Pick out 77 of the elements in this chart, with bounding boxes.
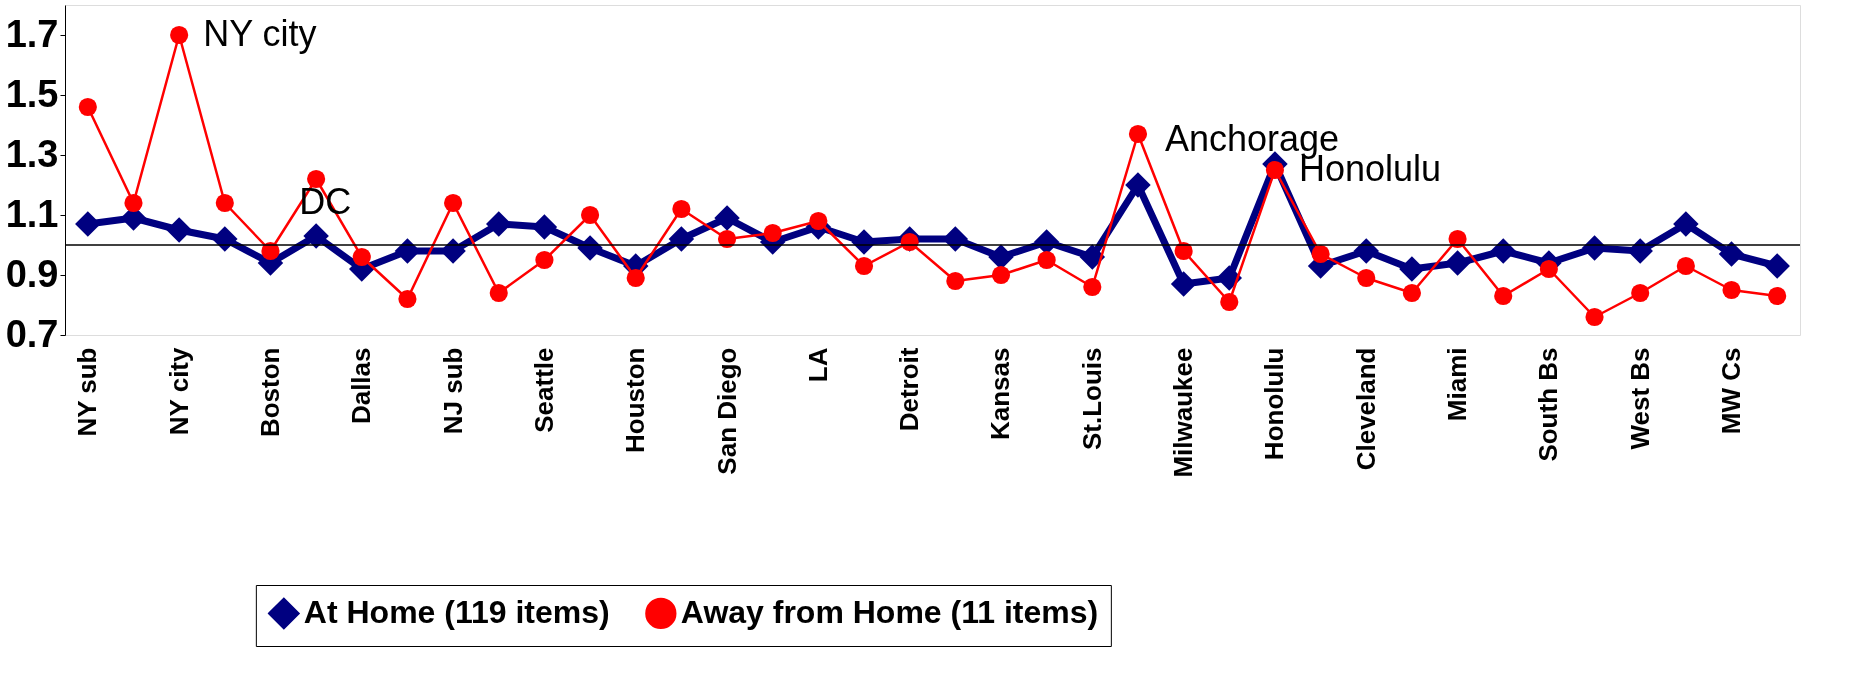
- point: [1673, 211, 1699, 237]
- x-tick-label: Detroit: [894, 347, 925, 432]
- point: [672, 199, 691, 219]
- y-tick-label: 1.5: [5, 72, 59, 115]
- x-tick-label: Seattle: [528, 347, 559, 433]
- x-tick-label: Dallas: [346, 347, 377, 425]
- point: [1631, 283, 1650, 303]
- legend-label: Away from Home (11 items): [680, 594, 1099, 631]
- point: [170, 25, 189, 45]
- point: [1216, 265, 1243, 291]
- x-tick-label: NY city: [163, 346, 194, 436]
- x-tick-label: South Bs: [1533, 347, 1564, 462]
- x-tick-label: Miami: [1442, 347, 1473, 422]
- point: [1265, 160, 1285, 180]
- point: [1170, 271, 1197, 297]
- point: [1357, 268, 1376, 288]
- point: [809, 211, 828, 231]
- y-tick-label: 0.7: [5, 312, 59, 355]
- x-tick-label: Cleveland: [1350, 347, 1381, 471]
- annotation: NY city: [203, 13, 317, 54]
- point: [1125, 172, 1151, 198]
- point: [1768, 286, 1787, 306]
- point: [1311, 244, 1330, 264]
- point: [1585, 307, 1604, 327]
- point: [303, 223, 329, 249]
- point: [1539, 259, 1558, 279]
- point: [946, 271, 965, 291]
- point: [714, 205, 740, 231]
- point: [1220, 292, 1239, 312]
- point: [1402, 283, 1421, 303]
- x-tick-label: MW Cs: [1716, 347, 1747, 435]
- point: [1037, 250, 1056, 270]
- point: [1399, 256, 1425, 282]
- point: [75, 211, 101, 237]
- point: [124, 193, 143, 213]
- point: [1676, 256, 1695, 276]
- x-tick-label: NY sub: [72, 347, 103, 437]
- point: [535, 250, 554, 270]
- y-tick-label: 1.1: [5, 192, 59, 235]
- y-tick-label: 1.3: [5, 132, 59, 175]
- x-tick-label: Houston: [620, 347, 651, 453]
- point: [1444, 250, 1471, 276]
- point: [444, 193, 463, 213]
- point: [580, 205, 600, 225]
- x-tick-label: St.Louis: [1076, 347, 1107, 451]
- x-tick-label: Boston: [254, 347, 285, 438]
- point: [166, 217, 192, 243]
- point: [215, 193, 234, 213]
- y-tick-label: 1.7: [5, 12, 59, 55]
- point: [626, 268, 645, 288]
- x-tick-label: Honolulu: [1259, 347, 1290, 461]
- point: [1718, 241, 1745, 267]
- legend-label: At Home (119 items): [303, 594, 610, 631]
- point: [1494, 286, 1513, 306]
- x-tick-label: West Bs: [1624, 347, 1655, 450]
- point: [352, 247, 371, 267]
- point: [78, 97, 97, 117]
- point: [531, 214, 558, 240]
- point: [1722, 280, 1741, 300]
- point: [991, 265, 1011, 285]
- point: [1764, 253, 1790, 279]
- point: [668, 226, 695, 252]
- x-tick-label: San Diego: [711, 347, 742, 475]
- point: [1128, 124, 1148, 144]
- x-tick-label: LA: [802, 347, 833, 383]
- point: [1079, 244, 1106, 270]
- y-tick-label: 0.9: [5, 252, 59, 295]
- point: [854, 256, 874, 276]
- x-tick-label: Milwaukee: [1168, 347, 1199, 478]
- x-tick-label: NJ sub: [437, 347, 468, 435]
- point: [763, 223, 782, 243]
- point: [398, 289, 417, 309]
- point: [486, 211, 512, 237]
- point: [489, 283, 508, 303]
- point: [1083, 277, 1102, 297]
- point: [942, 226, 969, 252]
- x-tick-label: Kansas: [985, 347, 1016, 440]
